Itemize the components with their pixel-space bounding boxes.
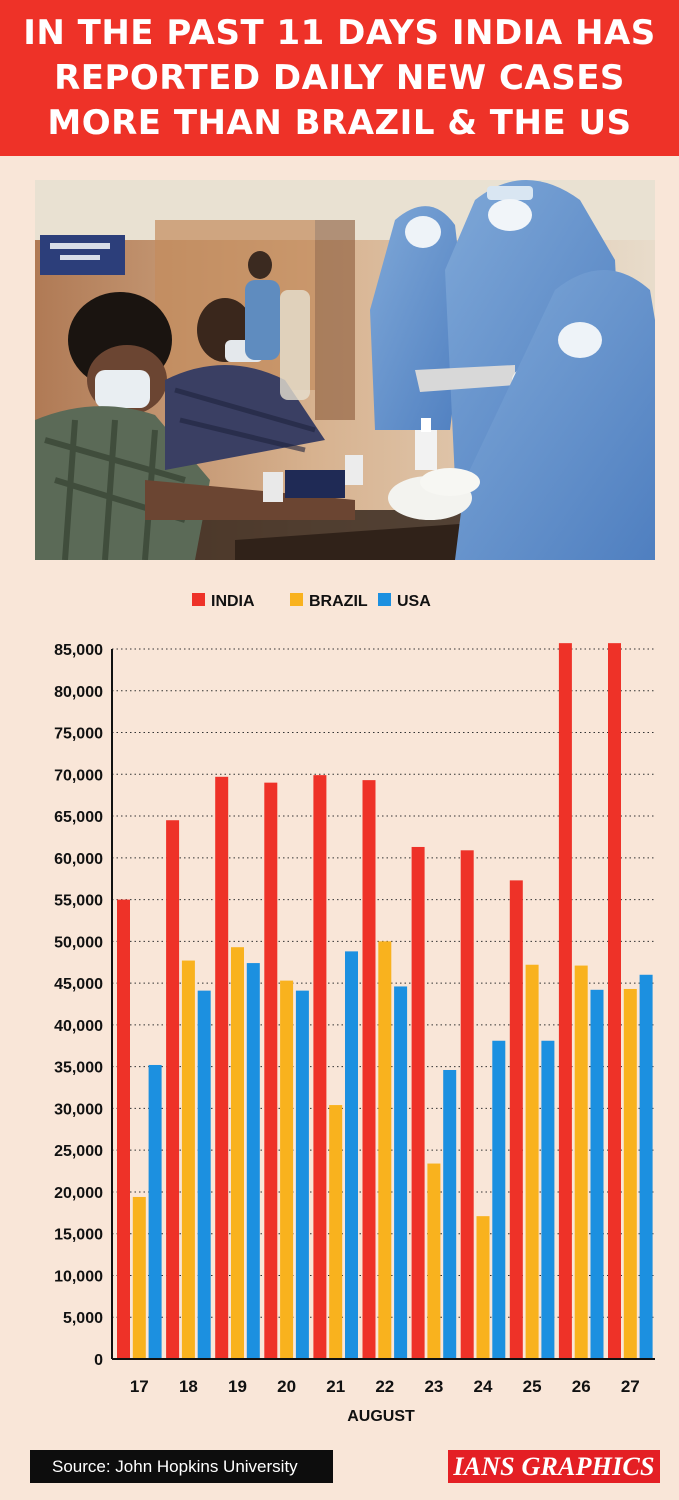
- y-tick-label: 0: [94, 1352, 103, 1369]
- y-tick-label: 80,000: [54, 684, 103, 701]
- bar-india-24: [460, 850, 474, 1359]
- y-tick-label: 45,000: [54, 976, 103, 993]
- bar-india-18: [166, 820, 180, 1359]
- bar-usa-23: [443, 1069, 457, 1359]
- bar-chart: INDIA BRAZIL USA 0 5,000 10,000 15,000 20,000 2…: [54, 593, 655, 1425]
- x-tick-label: 17: [130, 1377, 149, 1396]
- y-tick-label: 55,000: [54, 893, 103, 910]
- y-tick-label: 75,000: [54, 726, 103, 743]
- chart-bars: [117, 643, 653, 1359]
- bar-brazil-18: [181, 960, 195, 1359]
- x-tick-label: 25: [523, 1377, 542, 1396]
- ians-graphics-credit: IANS GRAPHICS: [448, 1450, 660, 1483]
- headline-line-1: IN THE PAST 11 DAYS INDIA HAS: [23, 12, 656, 53]
- bar-brazil-22: [378, 941, 392, 1359]
- headline-line-3: MORE THAN BRAZIL & THE US: [47, 102, 632, 143]
- bar-india-27: [608, 643, 621, 1359]
- bar-brazil-25: [525, 964, 539, 1359]
- y-tick-label: 85,000: [54, 642, 103, 659]
- x-tick-label: 24: [474, 1377, 493, 1396]
- bar-india-22: [362, 780, 376, 1359]
- y-tick-label: 30,000: [54, 1101, 103, 1118]
- y-tick-label: 5,000: [63, 1310, 103, 1327]
- headline-banner: IN THE PAST 11 DAYS INDIA HAS REPORTED D…: [0, 0, 679, 156]
- x-tick-label: 19: [228, 1377, 247, 1396]
- bar-india-21: [313, 775, 327, 1359]
- bar-usa-19: [246, 963, 260, 1359]
- bar-india-19: [215, 776, 229, 1359]
- y-tick-label: 60,000: [54, 851, 103, 868]
- bar-usa-26: [590, 989, 604, 1359]
- x-tick-label: 21: [326, 1377, 345, 1396]
- bar-usa-20: [295, 990, 309, 1359]
- x-axis-title: AUGUST: [347, 1408, 415, 1425]
- chart-legend: INDIA BRAZIL USA: [192, 593, 431, 610]
- legend-label-brazil: BRAZIL: [309, 593, 368, 610]
- y-axis: 0 5,000 10,000 15,000 20,000 25,000 30,000 35,0…: [54, 642, 113, 1369]
- x-tick-label: 18: [179, 1377, 198, 1396]
- bar-brazil-17: [132, 1196, 146, 1359]
- legend-swatch-india: [192, 593, 205, 606]
- y-tick-label: 20,000: [54, 1185, 103, 1202]
- bar-usa-27: [639, 974, 653, 1359]
- bar-brazil-24: [476, 1216, 490, 1359]
- bar-usa-17: [148, 1064, 162, 1359]
- bar-india-20: [264, 782, 278, 1359]
- legend-label-usa: USA: [397, 593, 431, 610]
- bar-india-26: [558, 643, 572, 1359]
- bar-usa-25: [541, 1040, 555, 1359]
- bar-usa-18: [197, 990, 211, 1359]
- x-tick-label: 22: [375, 1377, 394, 1396]
- y-tick-label: 15,000: [54, 1227, 103, 1244]
- y-tick-label: 35,000: [54, 1060, 103, 1077]
- y-tick-label: 70,000: [54, 767, 103, 784]
- y-tick-label: 65,000: [54, 809, 103, 826]
- x-tick-label: 26: [572, 1377, 591, 1396]
- y-tick-label: 40,000: [54, 1018, 103, 1035]
- x-tick-label: 20: [277, 1377, 296, 1396]
- bar-brazil-27: [623, 988, 637, 1359]
- bar-india-23: [411, 846, 425, 1359]
- x-tick-label: 27: [621, 1377, 640, 1396]
- y-tick-label: 10,000: [54, 1268, 103, 1285]
- y-tick-label: 25,000: [54, 1143, 103, 1160]
- legend-label-india: INDIA: [211, 593, 255, 610]
- bar-india-25: [509, 880, 523, 1359]
- y-tick-label: 50,000: [54, 934, 103, 951]
- legend-swatch-brazil: [290, 593, 303, 606]
- bar-brazil-20: [280, 980, 294, 1359]
- bar-usa-24: [492, 1040, 506, 1359]
- bar-brazil-26: [574, 965, 588, 1359]
- bar-brazil-21: [329, 1105, 343, 1359]
- headline-line-2: REPORTED DAILY NEW CASES: [54, 57, 625, 98]
- bar-usa-21: [345, 951, 358, 1359]
- x-axis: 17 18 19 20 21 22 23 24 25 26 27 AUGUST: [112, 1358, 655, 1425]
- bar-india-17: [117, 899, 130, 1359]
- x-tick-label: 23: [424, 1377, 443, 1396]
- bar-brazil-23: [427, 1163, 441, 1359]
- bar-usa-22: [394, 986, 408, 1359]
- bar-brazil-19: [231, 947, 244, 1359]
- health-workers-photo: [35, 180, 655, 560]
- legend-swatch-usa: [378, 593, 391, 606]
- source-note: Source: John Hopkins University: [30, 1450, 333, 1483]
